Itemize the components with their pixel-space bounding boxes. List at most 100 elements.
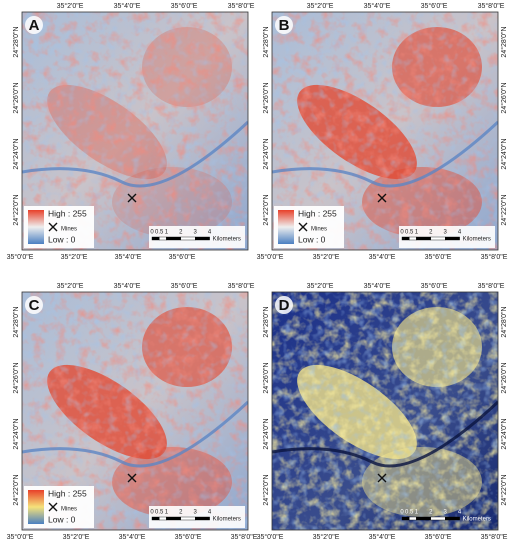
- scale-segment: [445, 236, 460, 241]
- bottom-coord: 35°0'0"E: [257, 533, 284, 541]
- top-coord: 35°6'0"E: [421, 282, 448, 290]
- scale-tick: 3: [194, 230, 198, 236]
- letter-badge: [25, 296, 43, 314]
- top-coord: 35°4'0"E: [114, 2, 141, 10]
- scale-segment: [416, 236, 431, 241]
- lat-coord: 24°28'0"N: [500, 306, 508, 337]
- scale-segment: [409, 516, 417, 521]
- scale-tick: 0: [150, 510, 154, 516]
- legend-low: Low : 0: [298, 234, 326, 244]
- legend-swatch: [28, 210, 44, 244]
- scale-tick: 2: [179, 510, 183, 516]
- bottom-coord: 35°6'0"E: [425, 533, 452, 541]
- lat-coord: 24°26'0"N: [262, 82, 270, 113]
- top-coord: 35°4'0"E: [114, 282, 141, 290]
- scale-segment: [194, 236, 210, 241]
- scale-tick: 0: [400, 230, 404, 236]
- mine-symbol: [377, 193, 387, 203]
- lat-coord: 24°22'0"N: [500, 474, 508, 505]
- scale-tick: 0.5: [155, 510, 164, 516]
- bottom-coord: 35°4'0"E: [115, 253, 142, 261]
- legend-swatch: [28, 490, 44, 524]
- scale-segment: [180, 516, 196, 521]
- lat-coord: 24°28'0"N: [12, 306, 20, 337]
- texture: [272, 292, 498, 530]
- scale-segment: [166, 516, 181, 521]
- frame: [21, 11, 249, 251]
- scale-tick: 4: [208, 510, 212, 516]
- top-coord: 35°2'0"E: [307, 2, 334, 10]
- bottom-coord: 35°2'0"E: [61, 253, 88, 261]
- lat-coord: 24°24'0"N: [500, 418, 508, 449]
- bottom-coord: 35°4'0"E: [369, 253, 396, 261]
- lat-coord: 24°22'0"N: [500, 194, 508, 225]
- lat-coord: 24°28'0"N: [12, 26, 20, 57]
- lat-coord: 24°24'0"N: [262, 138, 270, 169]
- lat-coord: 24°26'0"N: [12, 362, 20, 393]
- imagery: [272, 292, 498, 530]
- top-coord: 35°2'0"E: [57, 2, 84, 10]
- bottom-coord: 35°0'0"E: [7, 253, 34, 261]
- bottom-coord: 35°6'0"E: [175, 533, 202, 541]
- scale-segment: [401, 236, 410, 241]
- scale-tick: 2: [429, 230, 433, 236]
- scale-segment: [430, 516, 446, 521]
- panel-letter: C: [29, 297, 40, 314]
- bottom-coord: 35°4'0"E: [119, 533, 146, 541]
- wadi: [22, 120, 248, 188]
- lat-coord: 24°24'0"N: [500, 138, 508, 169]
- legend-mine: [48, 222, 58, 232]
- top-coord: 35°6'0"E: [421, 2, 448, 10]
- scale-segment: [430, 236, 446, 241]
- lat-coord: 24°24'0"N: [262, 418, 270, 449]
- mine-symbol: [127, 193, 137, 203]
- mine-symbol: [127, 473, 137, 483]
- scale-tick: 0.5: [405, 230, 414, 236]
- top-coord: 35°8'0"E: [228, 2, 255, 10]
- top-coord: 35°2'0"E: [57, 282, 84, 290]
- top-coord: 35°4'0"E: [364, 2, 391, 10]
- lat-coord: 24°28'0"N: [262, 26, 270, 57]
- legend-swatch: [278, 210, 294, 244]
- map-panel: C 35°2'0"E 35°4'0"E 35°6'0"E 35°8'0"E 35°0'0"…: [7, 282, 258, 541]
- top-coord: 35°4'0"E: [364, 282, 391, 290]
- scale-tick: 0.5: [155, 230, 164, 236]
- letter-badge: [275, 16, 293, 34]
- scale-segment: [151, 516, 160, 521]
- bottom-coord: 35°8'0"E: [481, 533, 508, 541]
- scale-tick: 4: [458, 510, 462, 516]
- lat-coord: 24°22'0"N: [262, 194, 270, 225]
- panel-letter: B: [279, 17, 290, 34]
- legend-high: High : 255: [48, 208, 87, 218]
- lat-coord: 24°26'0"N: [500, 82, 508, 113]
- scale-segment: [180, 236, 196, 241]
- letter-badge: [275, 296, 293, 314]
- wadi: [272, 400, 498, 468]
- scale-unit: Kilometers: [213, 517, 241, 523]
- bottom-coord: 35°8'0"E: [231, 533, 258, 541]
- top-coord: 35°2'0"E: [307, 282, 334, 290]
- scale-tick: 1: [415, 230, 419, 236]
- frame: [271, 11, 499, 251]
- bottom-coord: 35°6'0"E: [425, 253, 452, 261]
- scale-tick: 3: [444, 230, 448, 236]
- wadi: [22, 400, 248, 468]
- bottom-coord: 35°0'0"E: [257, 253, 284, 261]
- scale-unit: Kilometers: [213, 237, 241, 243]
- top-coord: 35°8'0"E: [228, 282, 255, 290]
- scale-tick: 4: [208, 230, 212, 236]
- scale-tick: 2: [179, 230, 183, 236]
- bottom-coord: 35°0'0"E: [7, 533, 34, 541]
- scale-segment: [401, 516, 410, 521]
- bottom-coord: 35°8'0"E: [481, 253, 508, 261]
- scale-tick: 1: [165, 510, 169, 516]
- scale-segment: [158, 236, 167, 241]
- lat-coord: 24°28'0"N: [500, 26, 508, 57]
- legend-high: High : 255: [298, 208, 337, 218]
- bottom-coord: 35°2'0"E: [63, 533, 90, 541]
- scale-tick: 1: [415, 510, 419, 516]
- lat-coord: 24°26'0"N: [500, 362, 508, 393]
- lat-coord: 24°22'0"N: [262, 474, 270, 505]
- scale-segment: [194, 516, 210, 521]
